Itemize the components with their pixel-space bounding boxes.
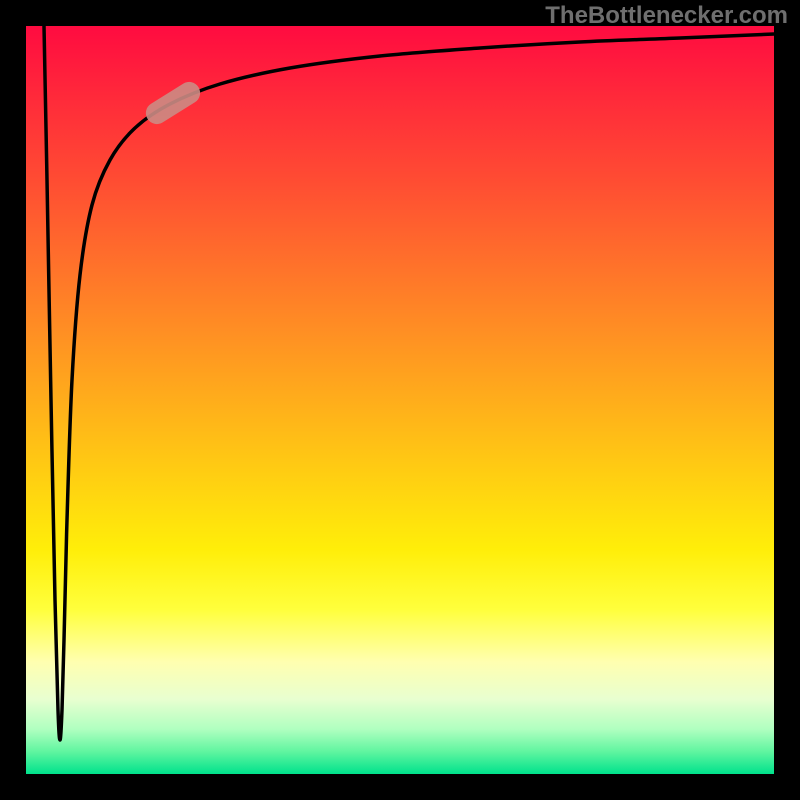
bottleneck-chart <box>0 0 800 800</box>
chart-container: TheBottlenecker.com <box>0 0 800 800</box>
plot-background <box>26 26 774 774</box>
